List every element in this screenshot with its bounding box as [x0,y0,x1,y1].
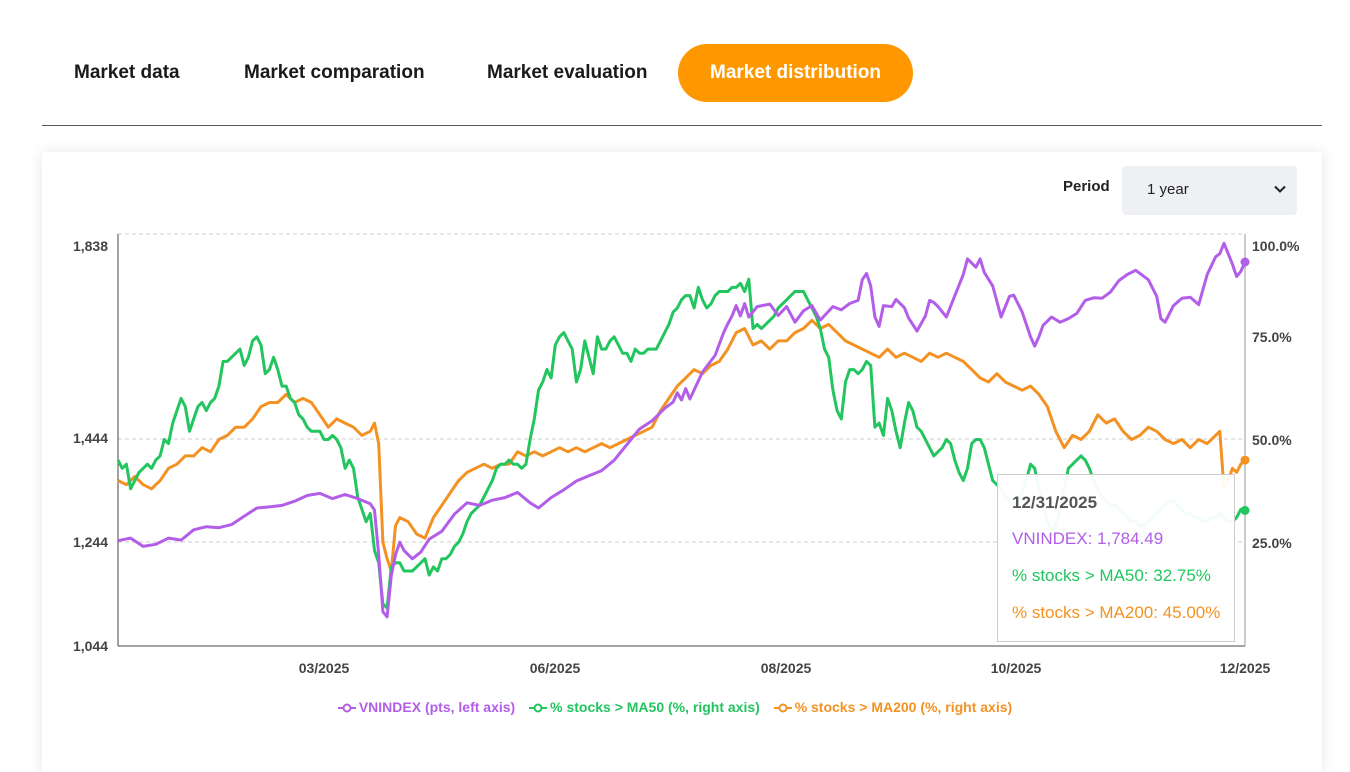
legend-marker-icon [337,703,356,713]
tab-bar: Market data Market comparation Market ev… [42,44,1322,104]
chevron-down-icon [1274,185,1286,193]
tab-market-data[interactable]: Market data [74,62,180,83]
legend-item-ma50[interactable]: % stocks > MA50 (%, right axis) [529,699,760,715]
vnindex-line [117,241,1247,619]
left-tick-label: 1,838 [73,238,108,254]
ma50-end-point [1240,505,1250,515]
period-select-value: 1 year [1147,181,1189,198]
ma200-line [117,318,1247,573]
tooltip-ma200: % stocks > MA200: 45.00% [1012,603,1221,622]
chart-legend: VNINDEX (pts, left axis) % stocks > MA50… [0,699,1350,715]
tab-market-distribution[interactable]: Market distribution [678,44,914,102]
legend-label: VNINDEX (pts, left axis) [358,699,516,715]
x-tick-label: 03/2025 [299,660,350,676]
vnindex-end-point [1240,257,1250,267]
tab-market-comparation[interactable]: Market comparation [244,62,425,83]
chart-tooltip: 12/31/2025 VNINDEX: 1,784.49 % stocks > … [997,474,1235,642]
chart-card [42,152,1322,772]
legend-item-vnindex[interactable]: VNINDEX (pts, left axis) [337,699,516,715]
left-tick-label: 1,444 [73,430,108,446]
ma200-end-point [1240,455,1250,465]
right-tick-label: 25.0% [1252,535,1292,551]
tooltip-ma50: % stocks > MA50: 32.75% [1012,566,1211,585]
period-label: Period [1063,178,1110,195]
left-tick-label: 1,044 [73,638,108,654]
right-tick-label: 50.0% [1252,432,1292,448]
x-tick-label: 12/2025 [1220,660,1271,676]
legend-label: % stocks > MA50 (%, right axis) [550,699,760,715]
tooltip-date: 12/31/2025 [1012,493,1098,512]
legend-item-ma200[interactable]: % stocks > MA200 (%, right axis) [773,699,1013,715]
legend-marker-icon [529,703,548,713]
tooltip-vnindex: VNINDEX: 1,784.49 [1012,529,1164,548]
x-tick-label: 06/2025 [530,660,581,676]
period-select[interactable]: 1 year [1122,166,1297,215]
left-tick-label: 1,244 [73,534,108,550]
x-tick-label: 10/2025 [991,660,1042,676]
right-tick-label: 75.0% [1252,329,1292,345]
tab-market-evaluation[interactable]: Market evaluation [487,62,648,83]
right-tick-label: 100.0% [1252,238,1300,254]
legend-marker-icon [773,703,792,713]
tab-divider [42,125,1322,126]
x-tick-label: 08/2025 [761,660,812,676]
legend-label: % stocks > MA200 (%, right axis) [794,699,1013,715]
